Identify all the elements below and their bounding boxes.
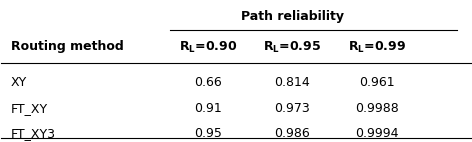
Text: Routing method: Routing method [11, 40, 124, 53]
Text: 0.66: 0.66 [194, 76, 222, 89]
Text: $\mathbf{R_L}$=0.99: $\mathbf{R_L}$=0.99 [348, 40, 406, 55]
Text: 0.9988: 0.9988 [355, 102, 399, 115]
Text: 0.986: 0.986 [274, 127, 310, 140]
Text: FT_XY3: FT_XY3 [11, 127, 56, 140]
Text: XY: XY [11, 76, 27, 89]
Text: Path reliability: Path reliability [241, 10, 344, 23]
Text: 0.9994: 0.9994 [355, 127, 398, 140]
Text: 0.814: 0.814 [274, 76, 310, 89]
Text: 0.973: 0.973 [274, 102, 310, 115]
Text: $\mathbf{R_L}$=0.95: $\mathbf{R_L}$=0.95 [263, 40, 321, 55]
Text: $\mathbf{R_L}$=0.90: $\mathbf{R_L}$=0.90 [178, 40, 237, 55]
Text: 0.961: 0.961 [359, 76, 395, 89]
Text: 0.91: 0.91 [194, 102, 222, 115]
Text: FT_XY: FT_XY [11, 102, 48, 115]
Text: 0.95: 0.95 [194, 127, 222, 140]
